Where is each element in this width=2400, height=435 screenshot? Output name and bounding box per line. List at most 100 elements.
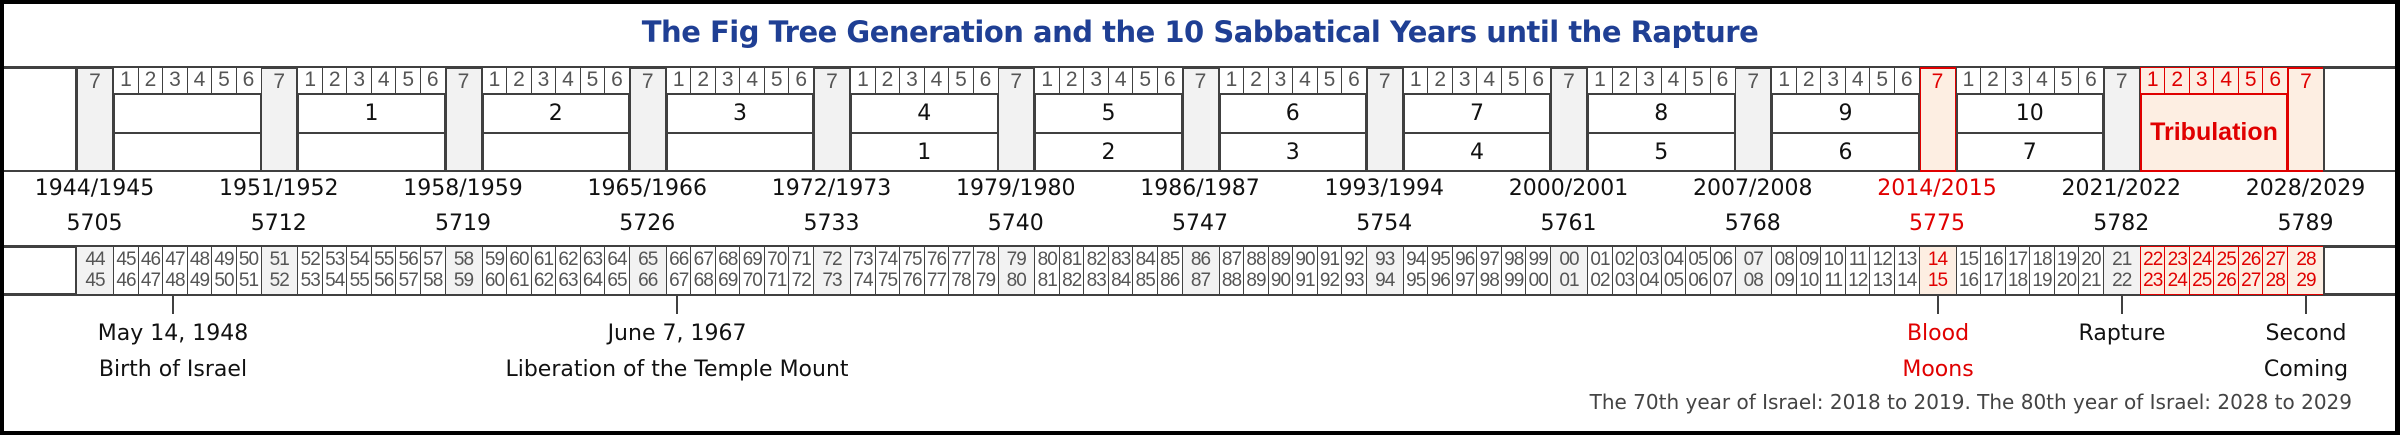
year-cell: 56 57	[395, 246, 422, 295]
year-cell: 90 91	[1292, 246, 1318, 295]
sabbath-year-cell: 72 73	[813, 246, 851, 295]
cycle-year-cell: 2	[874, 67, 901, 94]
event-annotation: Rapture	[1872, 316, 2372, 352]
year-cell: 47 48	[162, 246, 188, 295]
year-cell: 49 50	[211, 246, 237, 295]
cycle-year-cell: 4	[1292, 67, 1318, 94]
year-cell: 76 77	[923, 246, 950, 295]
right-empty-year-cell	[2323, 246, 2395, 295]
year-cell: 78 79	[972, 246, 999, 295]
year-end: 95	[1406, 270, 1426, 291]
year-end: 26	[2216, 270, 2237, 291]
generation-cycle-number: 1	[299, 95, 444, 134]
year-cell: 81 82	[1058, 246, 1085, 295]
year-cell: 84 85	[1132, 246, 1159, 295]
cycle-year-cell: 5	[2237, 67, 2264, 94]
year-end: 65	[607, 270, 627, 291]
hebrew-year-label: 5733	[803, 211, 860, 236]
year-end: 86	[1160, 270, 1180, 291]
year-cell: 77 78	[948, 246, 974, 295]
hebrew-year-label: 5768	[1724, 211, 1781, 236]
year-start: 46	[140, 249, 161, 270]
year-cell: 48 49	[186, 246, 213, 295]
year-cell: 97 98	[1476, 246, 1503, 295]
year-end: 71	[767, 270, 787, 291]
year-start: 48	[189, 249, 210, 270]
year-end: 73	[822, 270, 842, 291]
year-cell: 69 70	[739, 246, 766, 295]
event-annotation: May 14, 1948 Birth of Israel	[0, 316, 423, 388]
year-start: 04	[1663, 249, 1684, 270]
year-end: 82	[1062, 270, 1082, 291]
cycle-year-cell: 3	[1820, 67, 1847, 94]
year-end: 56	[374, 270, 394, 291]
year-start: 89	[1270, 249, 1291, 270]
year-cell: 19 20	[2053, 246, 2080, 295]
year-cell: 08 09	[1771, 246, 1798, 295]
cycle-year-cell: 2	[1980, 67, 2006, 94]
year-cell: 01 02	[1587, 246, 1613, 295]
year-end: 66	[638, 270, 658, 291]
year-end: 64	[582, 270, 603, 291]
year-end: 97	[1455, 270, 1475, 291]
cycle-year-cell: 4	[186, 67, 213, 94]
year-start: 56	[398, 249, 419, 270]
year-start: 95	[1430, 249, 1451, 270]
sabbath-year-column: 7	[76, 67, 114, 172]
sabbath-year-cell: 14 15	[1918, 246, 1957, 295]
event-annotation: June 7, 1967 Liberation of the Temple Mou…	[427, 316, 927, 388]
year-end: 03	[1614, 270, 1635, 291]
cycle-number-box: 1	[297, 93, 446, 172]
cycle-year-cell: 5	[211, 67, 237, 94]
sabbatical-count-number: 5	[1654, 140, 1669, 165]
year-cell: 68 69	[714, 246, 741, 295]
year-start: 81	[1062, 249, 1082, 270]
sabbatical-count-number: 1	[917, 140, 932, 165]
year-cell: 70 71	[763, 246, 790, 295]
year-end: 74	[853, 270, 873, 291]
cycle-year-cell: 4	[555, 67, 581, 94]
year-start: 94	[1406, 249, 1426, 270]
cycle-year-cell: 6	[2262, 67, 2289, 94]
year-cell: 95 96	[1427, 246, 1454, 295]
year-end: 23	[2143, 270, 2163, 291]
year-end: 85	[1135, 270, 1156, 291]
generation-cycle-number: 5	[1036, 95, 1181, 134]
cycle-year-cell: 6	[1709, 67, 1736, 94]
gregorian-year-label: 1958/1959	[403, 176, 523, 201]
cycle-year-cell: 5	[1132, 67, 1159, 94]
year-end: 06	[1688, 270, 1708, 291]
sabbatical-count-number	[484, 134, 629, 171]
year-start: 16	[1983, 249, 2003, 270]
year-cell: 45 46	[113, 246, 139, 295]
hebrew-year-label: 5719	[435, 211, 491, 236]
annotation-tick	[2121, 295, 2123, 314]
year-cell: 92 93	[1341, 246, 1367, 295]
annotation-line1: Rapture	[2078, 321, 2166, 346]
year-cell: 12 13	[1869, 246, 1896, 295]
cycle-year-cell: 4	[2213, 67, 2240, 94]
cycle-year-cell: 1	[850, 67, 876, 94]
year-end: 52	[269, 270, 290, 291]
generation-cycle-number: 3	[667, 95, 813, 134]
cycle-year-cell: 6	[972, 67, 999, 94]
year-cell: 82 83	[1083, 246, 1110, 295]
year-start: 47	[165, 249, 185, 270]
annotation-tick	[1937, 295, 1939, 314]
sabbatical-count-number: 2	[1101, 140, 1116, 165]
year-cell: 24 25	[2188, 246, 2215, 295]
year-cell: 96 97	[1451, 246, 1478, 295]
year-cell: 11 12	[1844, 246, 1871, 295]
year-start: 17	[2007, 249, 2028, 270]
year-cell: 67 68	[690, 246, 717, 295]
hebrew-year-label: 5705	[66, 211, 123, 236]
cycle-year-cell: 3	[162, 67, 188, 94]
generation-cycle-number: 8	[1589, 95, 1734, 134]
year-end: 87	[1190, 270, 1211, 291]
sabbath-year-cell: 00 01	[1550, 246, 1588, 295]
year-end: 05	[1663, 270, 1684, 291]
year-start: 19	[2056, 249, 2077, 270]
